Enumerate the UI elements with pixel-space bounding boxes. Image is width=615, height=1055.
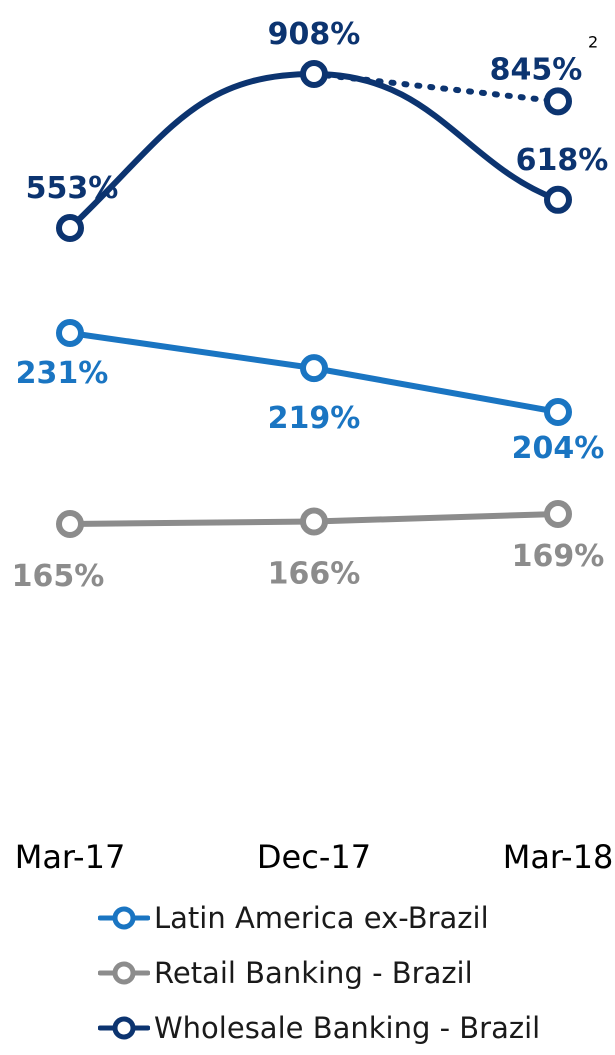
data-point <box>56 319 84 347</box>
data-label: 231% <box>16 356 109 391</box>
legend-label: Retail Banking - Brazil <box>154 955 473 990</box>
data-point <box>544 500 572 528</box>
data-point <box>300 60 328 88</box>
x-tick-label: Dec-17 <box>257 838 371 876</box>
data-label: 169% <box>512 539 605 574</box>
data-label: 165% <box>12 559 105 594</box>
data-label: 166% <box>268 557 361 592</box>
legend-marker-circle <box>112 961 136 984</box>
x-axis-ticks: Mar-17 Dec-17 Mar-18 <box>15 838 614 876</box>
legend-marker-icon <box>98 961 150 984</box>
data-label: 618% <box>516 143 609 178</box>
series-line <box>67 70 561 231</box>
data-point <box>56 510 84 538</box>
data-labels: 231% 219% 204% 165% 166% 169% 845% 2 553% 908% 618… <box>12 17 609 594</box>
legend-marker-circle <box>112 1016 136 1039</box>
legend-item-wholesale-banking: Wholesale Banking - Brazil <box>98 1000 540 1055</box>
data-label: 219% <box>268 401 361 436</box>
legend-label: Latin America ex-Brazil <box>154 900 489 935</box>
legend-marker-circle <box>112 906 136 929</box>
data-point <box>300 354 328 383</box>
data-point <box>56 214 84 242</box>
alternate-data-label: 845% <box>490 52 583 87</box>
legend-item-latin-america: Latin America ex-Brazil <box>98 890 540 945</box>
data-label: 553% <box>26 171 119 206</box>
legend-item-retail-banking: Retail Banking - Brazil <box>98 945 540 1000</box>
series-lines <box>67 70 561 527</box>
x-tick-label: Mar-18 <box>503 838 614 876</box>
series-points <box>56 60 572 538</box>
footnote-marker: 2 <box>588 32 598 51</box>
data-point <box>544 398 572 426</box>
legend-label: Wholesale Banking - Brazil <box>154 1010 541 1045</box>
alternate-dotted-line <box>311 71 561 105</box>
data-point <box>300 507 328 536</box>
legend-marker-icon <box>98 906 150 929</box>
alternate-data-point <box>544 87 572 116</box>
legend-marker-icon <box>98 1016 150 1039</box>
legend: Latin America ex-Brazil Retail Banking -… <box>98 890 540 1055</box>
x-tick-label: Mar-17 <box>15 838 126 876</box>
data-label: 908% <box>268 17 361 52</box>
data-point <box>544 185 572 214</box>
data-label: 204% <box>512 431 605 466</box>
